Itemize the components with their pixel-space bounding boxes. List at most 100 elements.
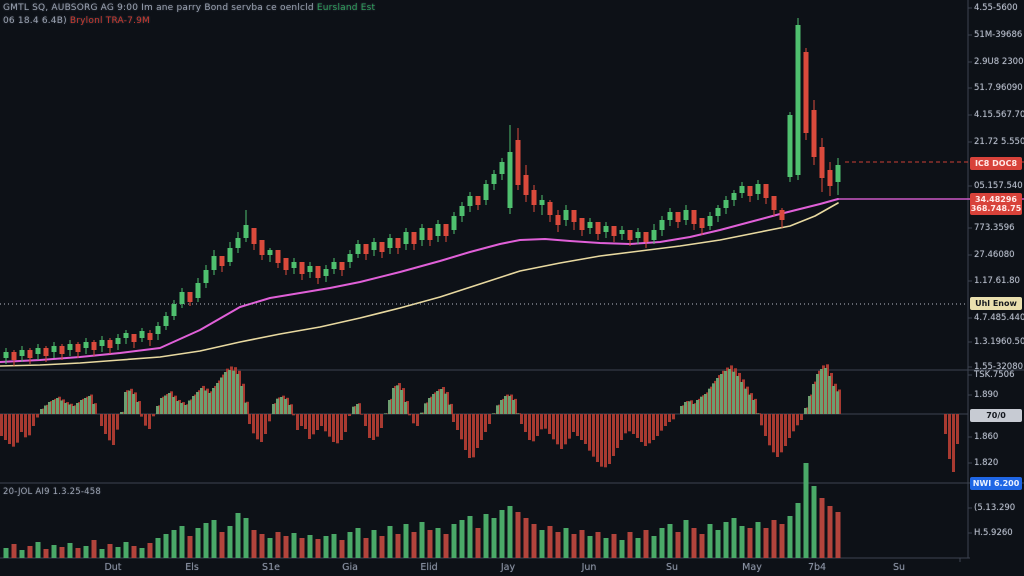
- volume-bar: [779, 524, 785, 558]
- volume-bar: [19, 550, 25, 558]
- symbol-header: GMTL SQ, AUBSORG AG 9:00 Im ane parry Bo…: [3, 2, 375, 28]
- histogram-bar: [508, 396, 511, 414]
- volume-bar: [235, 513, 241, 558]
- candle-body: [715, 208, 721, 216]
- time-scale[interactable]: Dut Els S1e Gia Elid Jay Jun Su May 7b4 Su: [0, 558, 1024, 576]
- volume-bar: [715, 530, 721, 558]
- candle-body: [219, 256, 225, 266]
- histogram-bar: [92, 404, 95, 414]
- histogram-bar: [240, 386, 243, 414]
- histogram-bar: [64, 403, 67, 414]
- histogram-shadow-bar: [450, 403, 453, 414]
- histogram-bar: [384, 413, 387, 414]
- candle-body: [59, 346, 65, 354]
- histogram-shadow-bar: [90, 394, 93, 414]
- histogram-bar: [116, 414, 119, 430]
- volume-bar: [627, 532, 633, 558]
- volume-bar: [443, 534, 449, 558]
- histogram-bar: [488, 414, 491, 424]
- histogram-bar: [296, 414, 299, 430]
- histogram-bar: [624, 414, 627, 434]
- volume-bar: [131, 546, 137, 558]
- volume-bar: [371, 530, 377, 558]
- price-tag-line: NWI 6.200: [972, 478, 1020, 488]
- histogram-bar: [400, 390, 403, 414]
- histogram-bar: [680, 406, 683, 414]
- candle-body: [467, 196, 473, 206]
- candle-body: [435, 224, 441, 236]
- histogram-bar: [784, 414, 787, 446]
- histogram-bar: [132, 394, 135, 414]
- histogram-shadow-bar: [822, 365, 825, 414]
- candle-body: [819, 147, 825, 178]
- time-axis-label: Dut: [104, 562, 122, 573]
- histogram-bar: [108, 414, 111, 441]
- histogram-bar: [328, 414, 331, 437]
- price-axis-label: 1.17.61.80: [974, 276, 1020, 286]
- volume-bar: [563, 528, 569, 558]
- volume-bar: [379, 536, 385, 558]
- time-axis-label: Su: [665, 562, 679, 573]
- volume-bar: [579, 530, 585, 558]
- price-scale[interactable]: 4.55-5600 51M-39686 2.9U8 2300 51.7.96090 4.…: [968, 0, 1024, 558]
- histogram-shadow-bar: [398, 383, 401, 414]
- histogram-shadow-bar: [190, 399, 193, 414]
- histogram-shadow-bar: [494, 413, 497, 414]
- candle-body: [779, 210, 785, 220]
- histogram-shadow-bar: [726, 367, 729, 414]
- candle-body: [827, 170, 833, 186]
- histogram-bar: [188, 400, 191, 414]
- candle-body: [371, 242, 377, 250]
- histogram-bar: [740, 382, 743, 414]
- histogram-bar: [496, 405, 499, 414]
- price-axis-label: 4.7.485.440: [974, 313, 1024, 323]
- volume-bar: [419, 522, 425, 558]
- histogram-bar: [416, 414, 419, 426]
- volume-bar: [611, 534, 617, 558]
- histogram-shadow-bar: [198, 390, 201, 414]
- price-axis-label: TSK.7506: [974, 370, 1015, 380]
- histogram-bar: [560, 414, 563, 449]
- volume-bar: [51, 545, 57, 558]
- candle-body: [379, 242, 385, 252]
- candle-body: [307, 266, 313, 272]
- volume-bar: [835, 512, 841, 558]
- histogram-shadow-bar: [182, 402, 185, 414]
- histogram-shadow-bar: [734, 368, 737, 414]
- price-axis-label: 21.72 5.550: [974, 137, 1024, 147]
- histogram-shadow-bar: [186, 404, 189, 414]
- histogram-bar: [436, 391, 439, 414]
- volume-bar: [323, 536, 329, 558]
- histogram-bar: [808, 396, 811, 414]
- histogram-shadow-bar: [718, 375, 721, 414]
- volume-bar: [315, 539, 321, 558]
- histogram-shadow-bar: [50, 401, 53, 414]
- candle-body: [699, 218, 705, 228]
- histogram-shadow-bar: [122, 411, 125, 414]
- histogram-bar: [620, 414, 623, 440]
- candle-body: [475, 196, 481, 205]
- histogram-bar: [580, 414, 583, 440]
- candle-body: [363, 244, 369, 254]
- candle-body: [43, 348, 49, 356]
- histogram-bar: [264, 414, 267, 434]
- histogram-bar: [636, 414, 639, 438]
- candle-body: [139, 331, 145, 338]
- candle-body: [587, 222, 593, 228]
- histogram-bar: [668, 414, 671, 422]
- candle-body: [131, 334, 137, 342]
- candle-body: [347, 254, 353, 262]
- histogram-bar: [236, 374, 239, 414]
- volume-bar: [659, 528, 665, 558]
- histogram-bar: [80, 400, 83, 414]
- volume-bar: [211, 520, 217, 558]
- histogram-shadow-bar: [166, 394, 169, 414]
- candle-body: [419, 228, 425, 240]
- histogram-shadow-bar: [46, 404, 49, 414]
- histogram-bar: [640, 414, 643, 442]
- histogram-bar: [480, 414, 483, 440]
- volume-bar: [115, 547, 121, 558]
- symbol-info-row: 06 18.4 6.4B) Brylonl TRA-7.9M: [3, 15, 375, 28]
- volume-bar: [595, 532, 601, 558]
